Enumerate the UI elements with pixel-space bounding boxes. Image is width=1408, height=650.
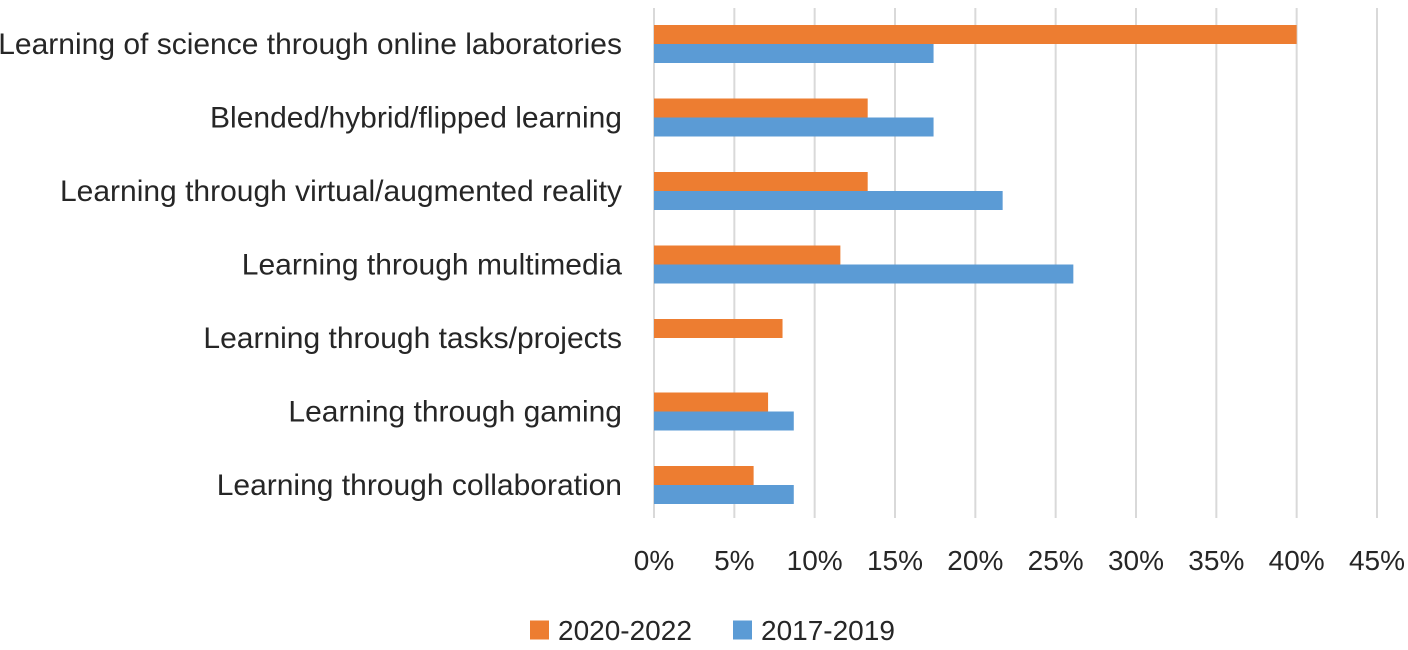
category-label: Learning through multimedia bbox=[242, 249, 623, 282]
bar-2020-2022 bbox=[654, 98, 868, 118]
legend-swatch bbox=[530, 620, 549, 640]
x-tick-label: 15% bbox=[867, 545, 923, 576]
category-label: Learning of science through online labor… bbox=[0, 28, 622, 61]
legend-label: 2020-2022 bbox=[558, 615, 692, 646]
x-tick-label: 30% bbox=[1108, 545, 1164, 576]
legend: 2020-2022 2017-2019 bbox=[530, 615, 895, 646]
category-label: Blended/hybrid/flipped learning bbox=[210, 102, 622, 135]
x-tick-label: 20% bbox=[947, 545, 1003, 576]
bar-2017-2019 bbox=[654, 485, 794, 504]
bar-2017-2019 bbox=[654, 264, 1074, 284]
x-tick-label: 25% bbox=[1028, 545, 1084, 576]
legend-label: 2017-2019 bbox=[761, 615, 895, 646]
bar-2017-2019 bbox=[654, 411, 794, 431]
bar-2020-2022 bbox=[654, 392, 769, 412]
bar-2020-2022 bbox=[654, 466, 754, 485]
category-labels: Learning of science through online labor… bbox=[0, 28, 622, 502]
x-axis-tick-labels: 0% 5% 10% 15% 20% 25% 30% 35% 40% 45% bbox=[634, 545, 1405, 576]
bar-2017-2019 bbox=[654, 44, 934, 63]
x-tick-label: 45% bbox=[1349, 545, 1405, 576]
category-label: Learning through gaming bbox=[288, 396, 622, 429]
gridlines bbox=[653, 8, 1378, 518]
category-label: Learning through collaboration bbox=[217, 469, 622, 502]
legend-swatch bbox=[733, 620, 752, 640]
x-tick-label: 35% bbox=[1188, 545, 1244, 576]
bar-2017-2019 bbox=[654, 191, 1003, 210]
bar-2020-2022 bbox=[654, 25, 1297, 44]
x-tick-label: 0% bbox=[634, 545, 674, 576]
bar-2020-2022 bbox=[654, 172, 868, 191]
bars bbox=[654, 25, 1297, 504]
x-tick-label: 5% bbox=[714, 545, 754, 576]
bar-2020-2022 bbox=[654, 245, 841, 265]
bar-2017-2019 bbox=[654, 117, 934, 137]
bar-2020-2022 bbox=[654, 319, 783, 338]
category-label: Learning through virtual/augmented reali… bbox=[60, 175, 622, 208]
category-label: Learning through tasks/projects bbox=[203, 322, 622, 355]
x-tick-label: 10% bbox=[787, 545, 843, 576]
x-tick-label: 40% bbox=[1269, 545, 1325, 576]
